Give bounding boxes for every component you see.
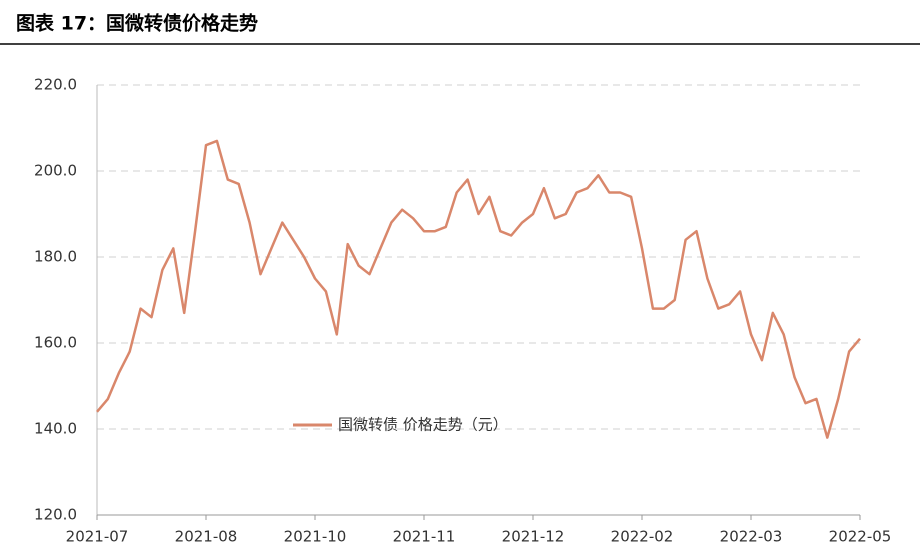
- x-tick-label: 2022-05: [829, 528, 892, 546]
- y-tick-label: 120.0: [34, 506, 77, 524]
- x-tick-label: 2022-02: [611, 528, 674, 546]
- x-tick-label: 2021-12: [502, 528, 565, 546]
- legend-label: 国微转债 价格走势（元）: [338, 416, 508, 434]
- x-tick-label: 2021-07: [66, 528, 129, 546]
- y-tick-label: 180.0: [34, 248, 77, 266]
- y-tick-label: 140.0: [34, 420, 77, 438]
- y-tick-label: 220.0: [34, 76, 77, 94]
- x-tick-label: 2021-11: [393, 528, 456, 546]
- price-line: [96, 139, 861, 439]
- y-tick-label: 160.0: [34, 334, 77, 352]
- x-tick-label: 2022-03: [720, 528, 783, 546]
- x-tick-label: 2021-10: [284, 528, 347, 546]
- chart-title: 图表 17：国微转债价格走势: [16, 12, 258, 35]
- y-tick-label: 200.0: [34, 162, 77, 180]
- x-tick-label: 2021-08: [175, 528, 238, 546]
